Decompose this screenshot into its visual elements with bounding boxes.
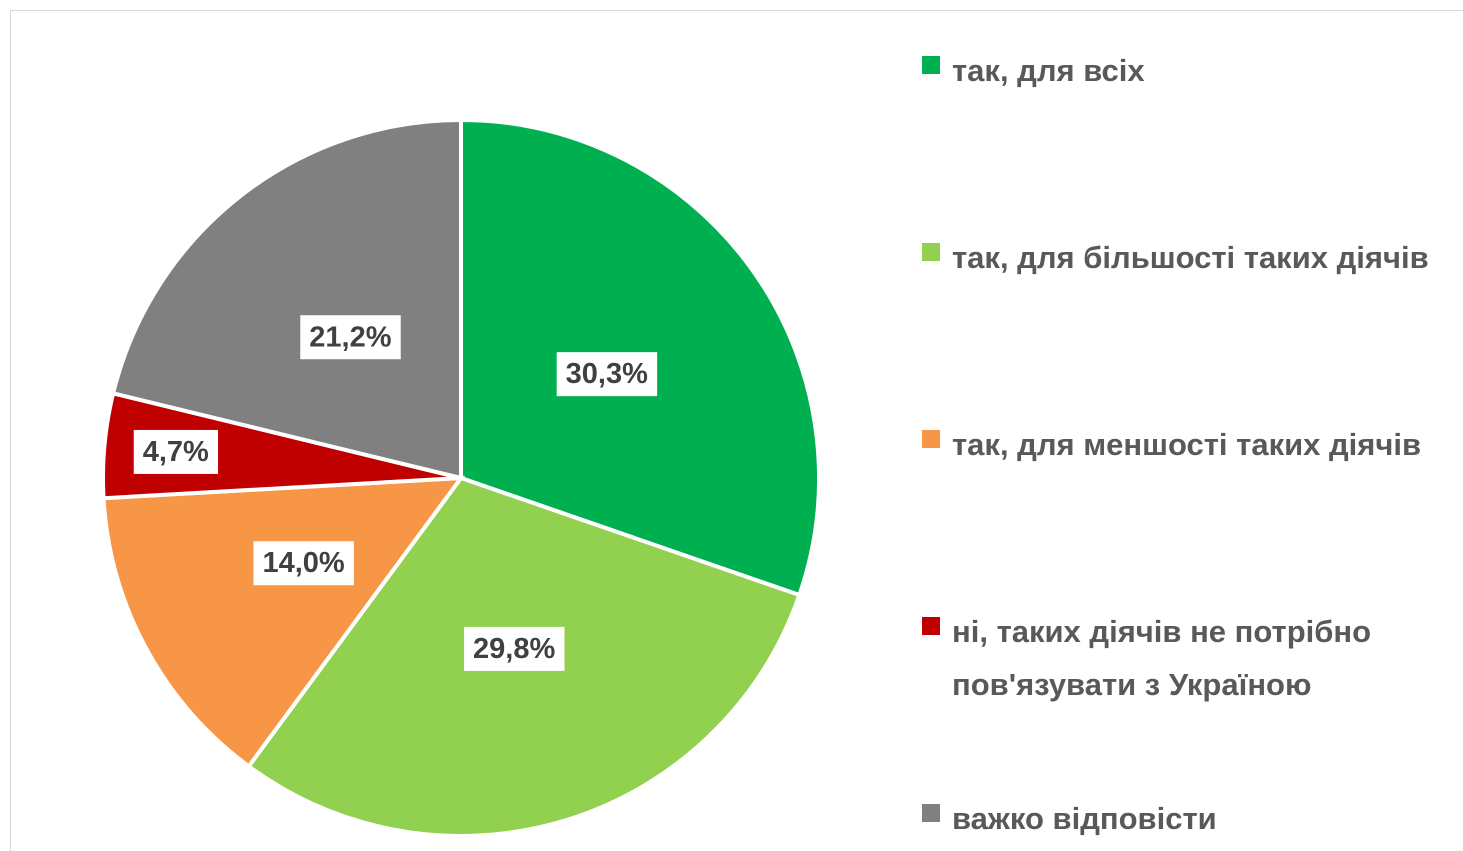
data-label-box — [253, 541, 354, 586]
data-label-text: 30,3% — [566, 358, 648, 390]
data-label: 30,3% — [556, 352, 658, 397]
pie-slice — [110, 117, 463, 481]
legend-swatch — [922, 243, 940, 261]
legend-label: важко відповісти — [952, 801, 1217, 836]
pie-slice — [101, 475, 466, 770]
data-label-text: 4,7% — [143, 436, 209, 468]
data-label: 29,8% — [464, 626, 565, 671]
legend-item: так, для всіх — [922, 44, 1462, 97]
legend-item: так, для більшості таких діячів — [922, 231, 1462, 284]
legend-label: так, для більшості таких діячів — [952, 240, 1429, 275]
chart: 30,3% 29,8% 14,0% 4,7% 21,2% — [101, 117, 819, 836]
legend-item: так, для меншості таких діячів — [922, 418, 1462, 471]
data-label-text: 14,0% — [262, 547, 344, 579]
legend-item: ні, таких діячів не потрібно пов'язувати… — [922, 605, 1462, 711]
legend-swatch — [922, 430, 940, 448]
chart-frame — [10, 10, 1463, 851]
data-label: 4,7% — [133, 429, 219, 474]
legend-item: важко відповісти — [922, 792, 1462, 845]
legend-label: ні, таких діячів не потрібно пов'язувати… — [952, 614, 1372, 702]
data-label: 14,0% — [253, 541, 354, 586]
data-label-box — [556, 352, 658, 397]
legend-swatch — [922, 56, 940, 74]
data-label-box — [464, 626, 565, 671]
data-label: 21,2% — [300, 315, 401, 360]
legend-label: так, для меншості таких діячів — [952, 427, 1422, 462]
data-label-box — [300, 315, 401, 360]
legend-swatch — [922, 804, 940, 822]
data-label-box — [133, 429, 219, 474]
data-label-text: 29,8% — [473, 633, 555, 665]
legend-swatch — [922, 617, 940, 635]
legend-label: так, для всіх — [952, 53, 1145, 88]
data-label-text: 21,2% — [309, 321, 391, 353]
